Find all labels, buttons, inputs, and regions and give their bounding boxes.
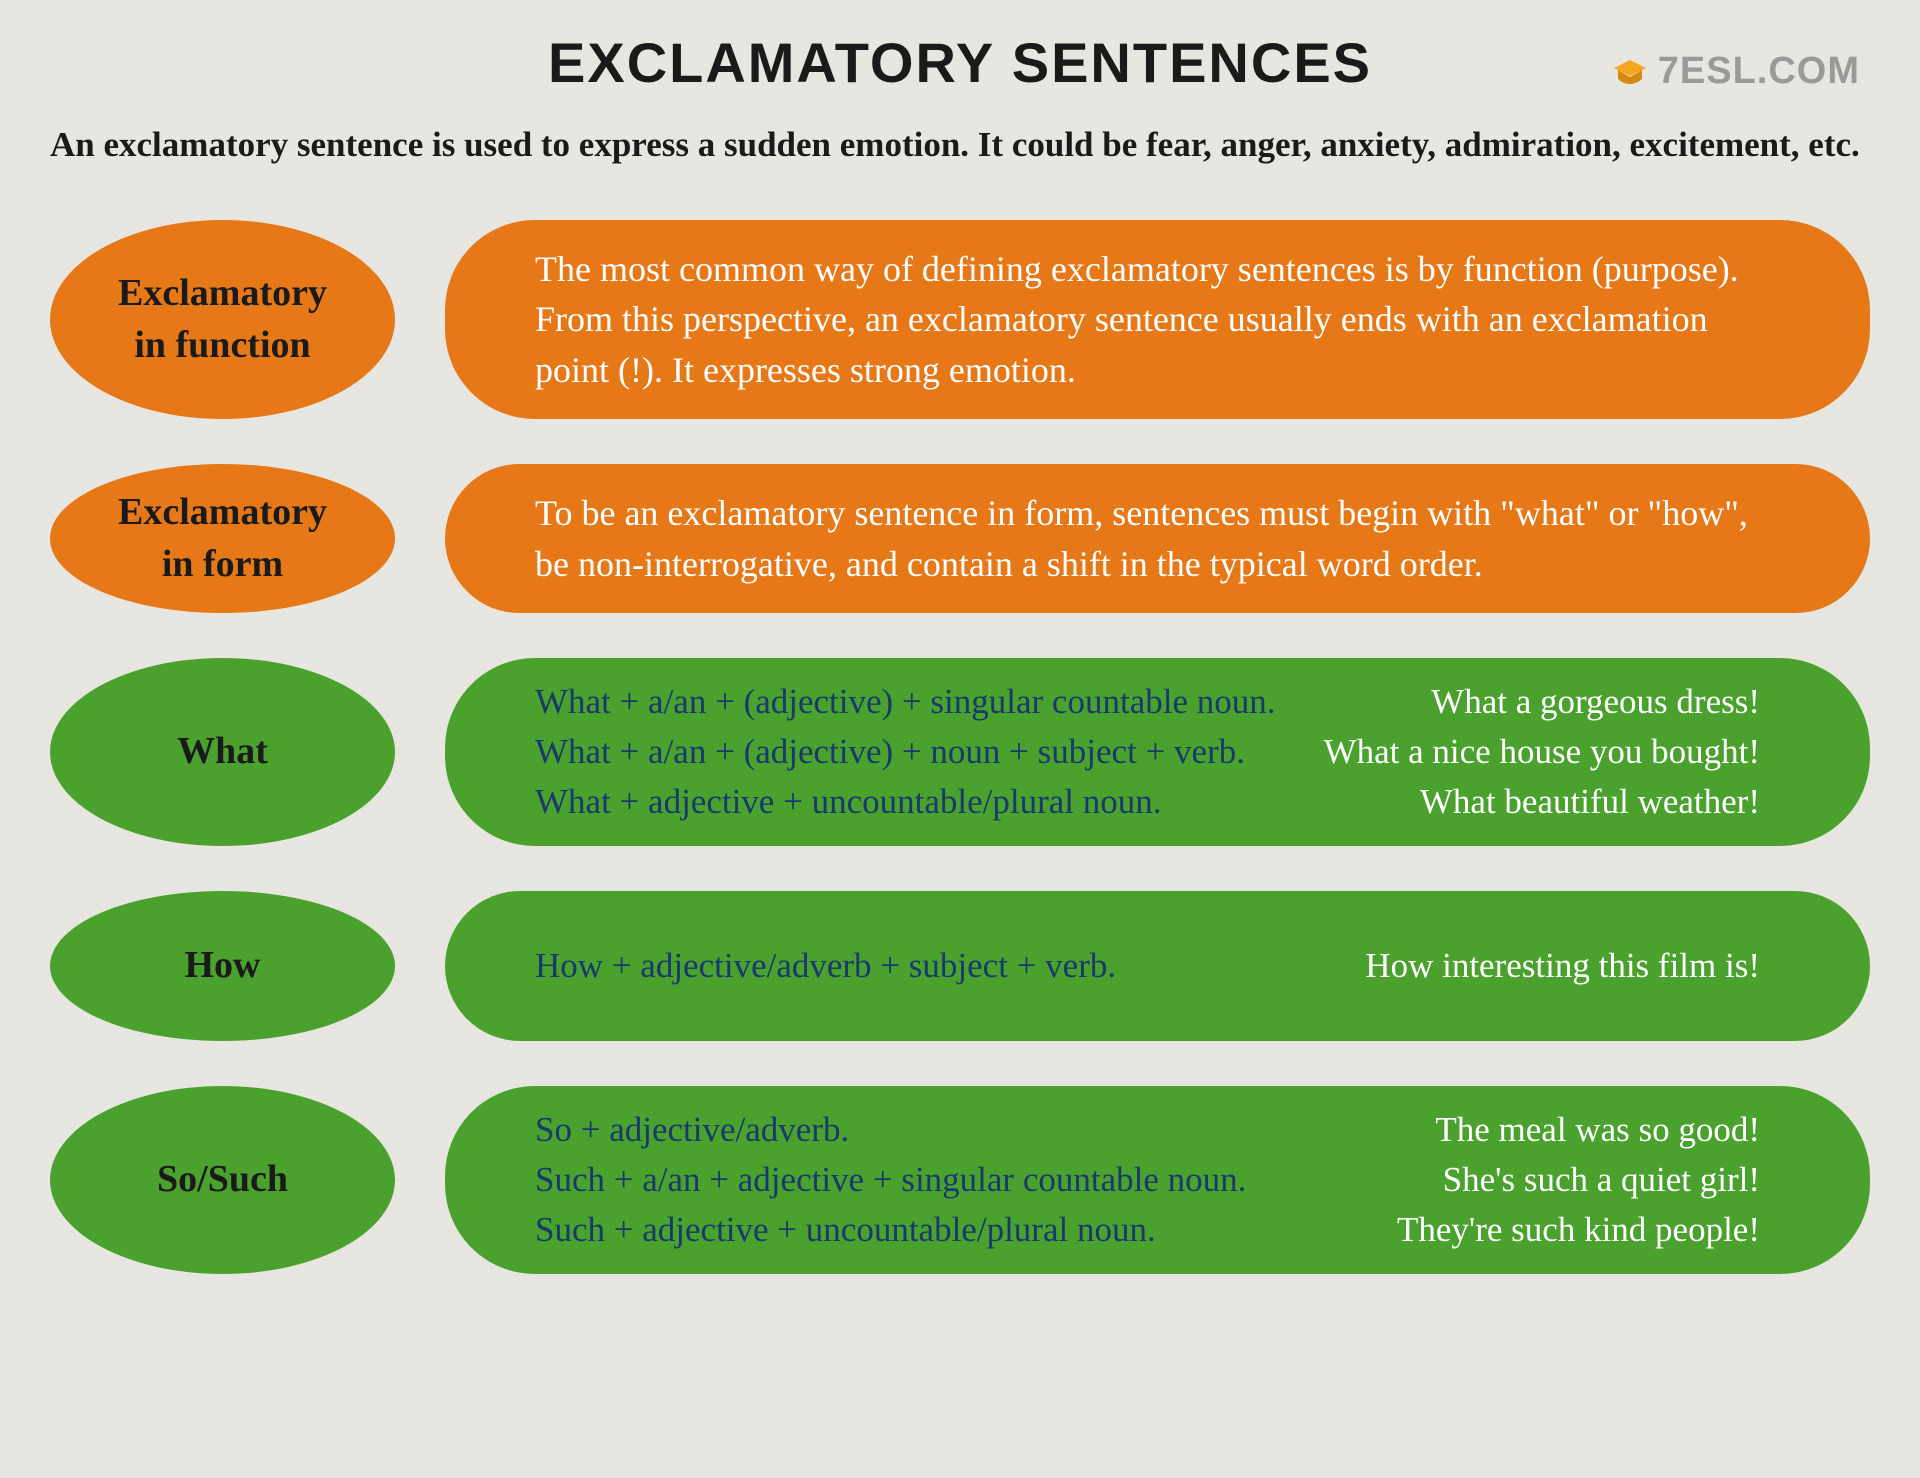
intro-text: An exclamatory sentence is used to expre… bbox=[50, 125, 1870, 165]
sosuch-formula-2: Such + adjective + uncountable/plural no… bbox=[535, 1210, 1156, 1250]
content-what: What + a/an + (adjective) + singular cou… bbox=[445, 658, 1870, 846]
how-formula-0: How + adjective/adverb + subject + verb. bbox=[535, 946, 1116, 986]
logo-text: 7ESL.COM bbox=[1658, 50, 1860, 93]
content-function: The most common way of defining exclamat… bbox=[445, 220, 1870, 419]
content-how: How + adjective/adverb + subject + verb.… bbox=[445, 891, 1870, 1041]
desc-form: To be an exclamatory sentence in form, s… bbox=[535, 488, 1760, 589]
sosuch-line-2: Such + adjective + uncountable/plural no… bbox=[535, 1210, 1760, 1250]
row-what: What What + a/an + (adjective) + singula… bbox=[50, 658, 1870, 846]
label-function-line2: in function bbox=[134, 320, 310, 371]
what-example-0: What a gorgeous dress! bbox=[1411, 682, 1760, 722]
label-form-line2: in form bbox=[162, 539, 283, 590]
sosuch-formula-0: So + adjective/adverb. bbox=[535, 1110, 849, 1150]
label-form: Exclamatory in form bbox=[50, 464, 395, 613]
row-function: Exclamatory in function The most common … bbox=[50, 220, 1870, 419]
what-formula-1: What + a/an + (adjective) + noun + subje… bbox=[535, 732, 1245, 772]
row-sosuch: So/Such So + adjective/adverb. The meal … bbox=[50, 1086, 1870, 1274]
content-sosuch: So + adjective/adverb. The meal was so g… bbox=[445, 1086, 1870, 1274]
sosuch-line-1: Such + a/an + adjective + singular count… bbox=[535, 1160, 1760, 1200]
sosuch-line-0: So + adjective/adverb. The meal was so g… bbox=[535, 1110, 1760, 1150]
label-function-line1: Exclamatory bbox=[118, 268, 327, 319]
sosuch-example-2: They're such kind people! bbox=[1377, 1210, 1760, 1250]
label-sosuch: So/Such bbox=[50, 1086, 395, 1274]
label-how: How bbox=[50, 891, 395, 1041]
content-form: To be an exclamatory sentence in form, s… bbox=[445, 464, 1870, 613]
row-how: How How + adjective/adverb + subject + v… bbox=[50, 891, 1870, 1041]
what-example-2: What beautiful weather! bbox=[1400, 782, 1760, 822]
what-formula-0: What + a/an + (adjective) + singular cou… bbox=[535, 682, 1276, 722]
label-how-text: How bbox=[185, 940, 261, 991]
site-logo: 7ESL.COM bbox=[1612, 50, 1860, 93]
how-line-0: How + adjective/adverb + subject + verb.… bbox=[535, 946, 1760, 986]
what-line-1: What + a/an + (adjective) + noun + subje… bbox=[535, 732, 1760, 772]
sosuch-example-1: She's such a quiet girl! bbox=[1423, 1160, 1760, 1200]
sosuch-formula-1: Such + a/an + adjective + singular count… bbox=[535, 1160, 1246, 1200]
what-formula-2: What + adjective + uncountable/plural no… bbox=[535, 782, 1162, 822]
label-function: Exclamatory in function bbox=[50, 220, 395, 419]
what-line-2: What + adjective + uncountable/plural no… bbox=[535, 782, 1760, 822]
what-example-1: What a nice house you bought! bbox=[1304, 732, 1760, 772]
how-example-0: How interesting this film is! bbox=[1345, 946, 1760, 986]
label-what: What bbox=[50, 658, 395, 846]
what-line-0: What + a/an + (adjective) + singular cou… bbox=[535, 682, 1760, 722]
page-title: EXCLAMATORY SENTENCES bbox=[50, 30, 1870, 95]
row-form: Exclamatory in form To be an exclamatory… bbox=[50, 464, 1870, 613]
label-sosuch-text: So/Such bbox=[157, 1154, 288, 1205]
graduation-cap-icon bbox=[1612, 58, 1648, 86]
desc-function: The most common way of defining exclamat… bbox=[535, 244, 1760, 395]
sosuch-example-0: The meal was so good! bbox=[1415, 1110, 1760, 1150]
label-form-line1: Exclamatory bbox=[118, 487, 327, 538]
label-what-text: What bbox=[177, 726, 268, 777]
